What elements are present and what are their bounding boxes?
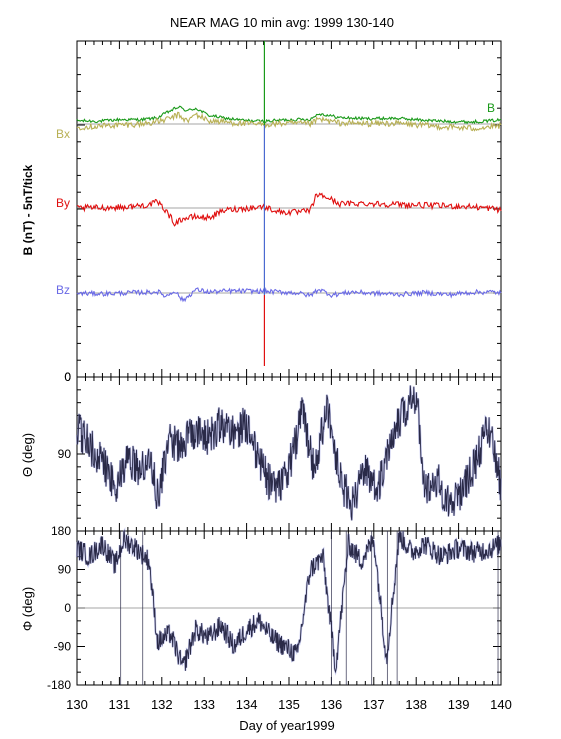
- series-bx-label: Bx: [56, 127, 70, 141]
- theta-line: [76, 385, 502, 521]
- field-panel-frame: [76, 40, 502, 378]
- series-bz-line: [76, 286, 502, 303]
- phi-y-tick-label: 180: [51, 524, 71, 538]
- x-tick-label: 138: [405, 697, 427, 712]
- phi-y-tick-label: 90: [58, 563, 72, 577]
- series-b-label: B: [487, 101, 495, 115]
- theta-y-tick-label: 0: [64, 370, 71, 384]
- x-tick-label: 130: [66, 697, 88, 712]
- series-bx-line: [76, 111, 502, 132]
- x-tick-label: 136: [321, 697, 343, 712]
- series-b-line: [76, 105, 502, 125]
- theta-panel: 0 90: [58, 370, 502, 532]
- x-tick-label: 131: [109, 697, 131, 712]
- x-tick-label: 139: [448, 697, 470, 712]
- phi-y-tick-label: -90: [54, 640, 72, 654]
- x-tick-label: 133: [193, 697, 215, 712]
- theta-spread-band: [75, 385, 502, 521]
- x-tick-label: 135: [278, 697, 300, 712]
- field-y-axis-label: B (nT) - 5nT/tick: [21, 164, 35, 255]
- x-tick-label: 132: [151, 697, 173, 712]
- phi-line: [76, 529, 502, 674]
- figure-title: NEAR MAG 10 min avg: 1999 130-140: [170, 15, 394, 30]
- theta-y-tick-label: 90: [58, 447, 72, 461]
- series-by-line: [76, 192, 502, 227]
- phi-y-tick-label: 0: [64, 601, 71, 615]
- phi-y-tick-label: -180: [47, 678, 71, 692]
- series-by-label: By: [56, 196, 70, 210]
- x-tick-label: 134: [236, 697, 258, 712]
- series-bz-label: Bz: [56, 283, 70, 297]
- phi-panel: 180 90 0 -90 -180 130 131 132 133 134 135 136 137 138…: [47, 524, 512, 712]
- field-y-tick-label: 0: [64, 370, 71, 384]
- field-components-panel: 0 B Bx By Bz: [56, 40, 502, 384]
- theta-y-axis-label: Θ (deg): [20, 433, 35, 477]
- x-axis-label: Day of year1999: [239, 718, 334, 733]
- x-tick-label: 137: [363, 697, 385, 712]
- x-tick-label: 140: [490, 697, 512, 712]
- phi-y-axis-label: Φ (deg): [20, 587, 35, 631]
